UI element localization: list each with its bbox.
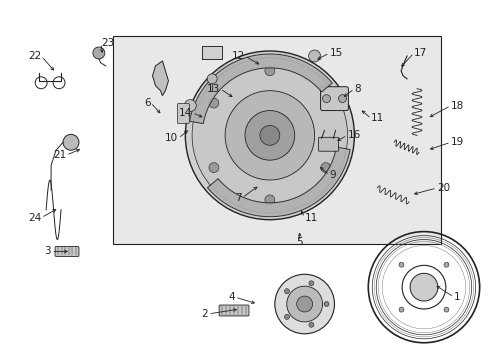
Text: 21: 21 — [53, 150, 66, 160]
Circle shape — [398, 262, 403, 267]
Circle shape — [308, 281, 313, 286]
FancyBboxPatch shape — [113, 36, 440, 244]
Circle shape — [192, 58, 347, 213]
Circle shape — [308, 50, 320, 62]
Circle shape — [93, 47, 104, 59]
Text: 11: 11 — [304, 213, 317, 223]
Circle shape — [320, 163, 330, 172]
Polygon shape — [152, 61, 168, 96]
Circle shape — [296, 296, 312, 312]
FancyBboxPatch shape — [219, 305, 248, 316]
Text: 24: 24 — [28, 213, 41, 223]
Circle shape — [443, 307, 448, 312]
Text: 12: 12 — [231, 51, 244, 61]
Circle shape — [443, 262, 448, 267]
Text: 20: 20 — [436, 183, 449, 193]
Text: 3: 3 — [44, 247, 51, 256]
Text: 6: 6 — [143, 98, 150, 108]
Circle shape — [184, 100, 196, 112]
FancyBboxPatch shape — [320, 87, 347, 111]
Text: 15: 15 — [329, 48, 342, 58]
Circle shape — [398, 307, 403, 312]
Text: 16: 16 — [346, 130, 360, 140]
FancyBboxPatch shape — [318, 137, 338, 151]
Polygon shape — [202, 46, 222, 59]
Circle shape — [324, 302, 328, 306]
Text: 8: 8 — [354, 84, 360, 94]
FancyBboxPatch shape — [177, 104, 189, 123]
Text: 14: 14 — [179, 108, 192, 117]
Circle shape — [338, 95, 346, 103]
Text: 2: 2 — [201, 309, 208, 319]
Circle shape — [207, 74, 217, 84]
Text: 13: 13 — [206, 84, 220, 94]
Circle shape — [409, 273, 437, 301]
Circle shape — [308, 322, 313, 327]
Text: 10: 10 — [165, 133, 178, 143]
Circle shape — [286, 286, 322, 322]
Text: 18: 18 — [450, 100, 463, 111]
Polygon shape — [207, 147, 349, 217]
Circle shape — [224, 91, 314, 180]
Text: 7: 7 — [235, 193, 242, 203]
Text: 23: 23 — [101, 38, 114, 48]
Circle shape — [208, 163, 219, 172]
Circle shape — [260, 125, 279, 145]
Circle shape — [284, 314, 289, 319]
Text: 5: 5 — [296, 237, 303, 247]
Circle shape — [284, 289, 289, 294]
Circle shape — [63, 134, 79, 150]
Circle shape — [208, 98, 219, 108]
Circle shape — [322, 95, 330, 103]
Circle shape — [274, 274, 334, 334]
Circle shape — [264, 195, 274, 205]
Text: 22: 22 — [28, 51, 41, 61]
Text: 9: 9 — [329, 170, 335, 180]
Circle shape — [244, 111, 294, 160]
Polygon shape — [189, 54, 332, 123]
Circle shape — [185, 51, 354, 220]
Text: 4: 4 — [228, 292, 235, 302]
Text: 1: 1 — [453, 292, 460, 302]
FancyBboxPatch shape — [55, 247, 79, 256]
Circle shape — [320, 98, 330, 108]
Text: 17: 17 — [413, 48, 427, 58]
Text: 11: 11 — [370, 113, 384, 123]
Circle shape — [264, 66, 274, 76]
Text: 19: 19 — [450, 137, 463, 147]
